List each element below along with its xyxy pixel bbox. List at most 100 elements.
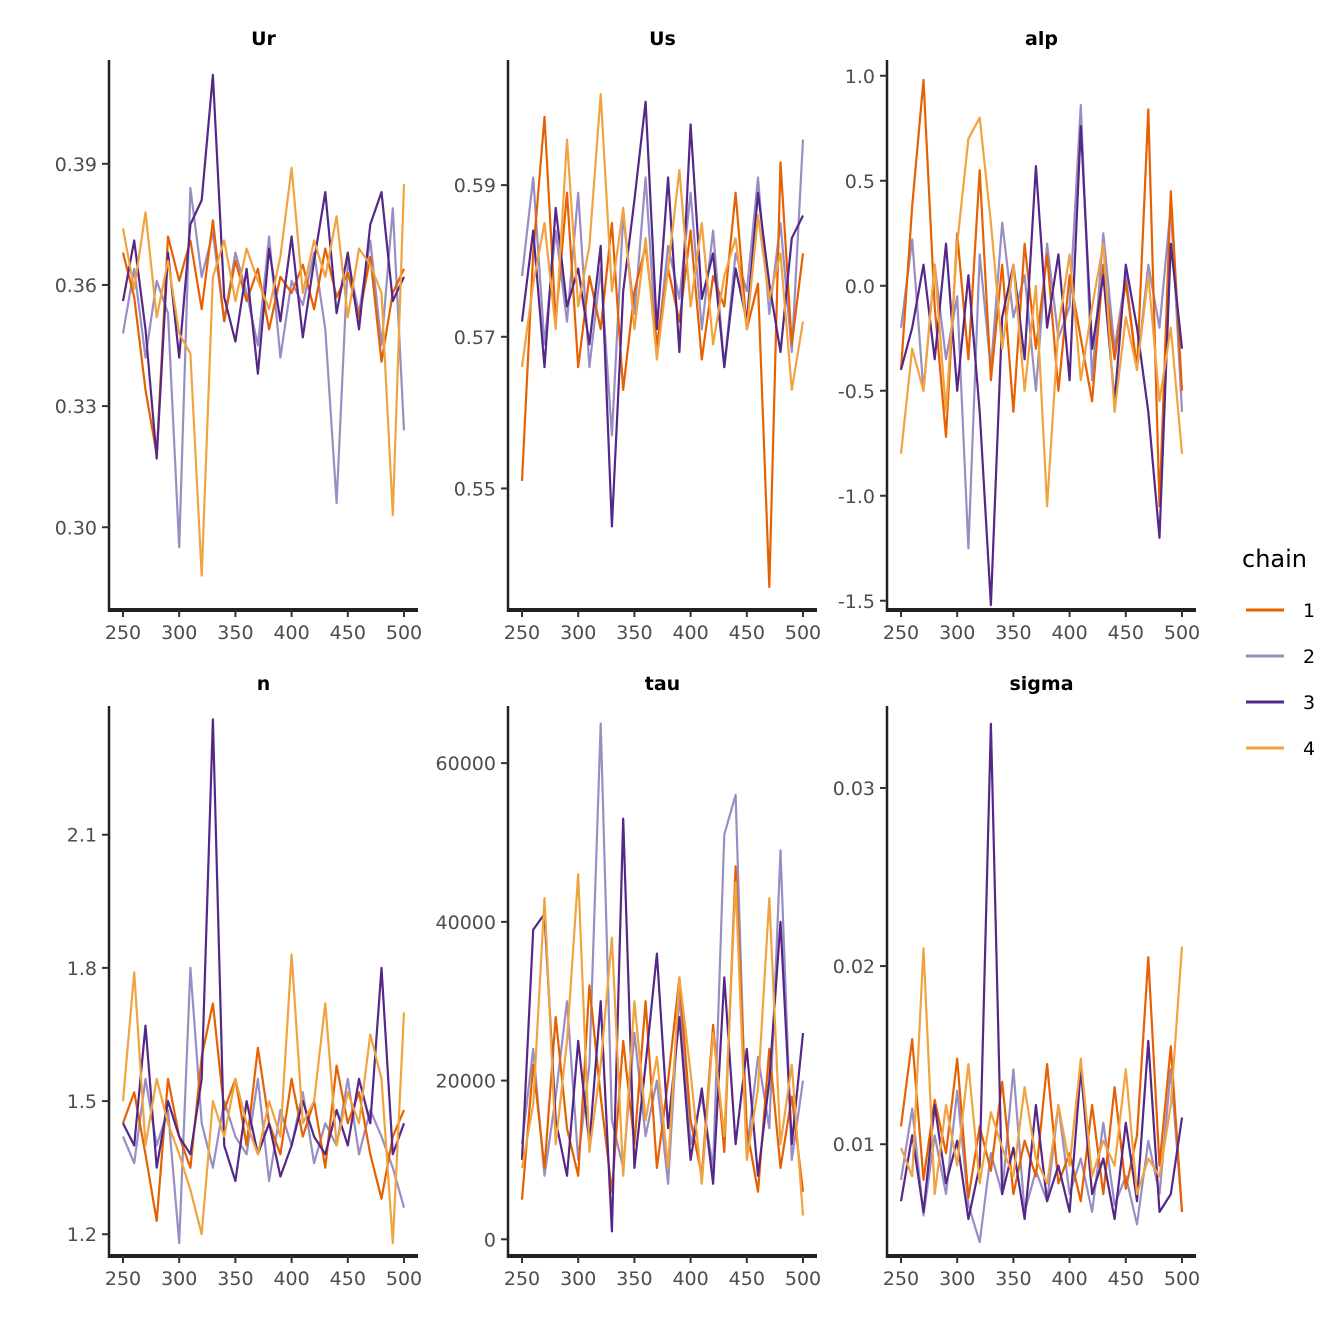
x-tick-label: 300 <box>560 622 596 644</box>
series-line-chain-1 <box>899 956 1184 1212</box>
x-tick-label: 500 <box>1164 622 1200 644</box>
x-tick-label: 500 <box>1164 1268 1200 1290</box>
x-tick-label: 450 <box>330 1268 366 1290</box>
y-tick-label: 2.1 <box>67 825 97 847</box>
series-group <box>520 722 805 1233</box>
series-line-chain-1 <box>121 219 405 456</box>
x-tick-label: 400 <box>672 622 708 644</box>
panel-Ur: Ur 250 300 350 400 450 500 0.30 0.33 0.36 0.39 <box>55 28 422 644</box>
y-tick-label: 0.36 <box>55 275 97 297</box>
x-tick-label: 300 <box>939 1268 975 1290</box>
x-tick-label: 450 <box>330 622 366 644</box>
series-line-chain-4 <box>520 92 805 391</box>
legend-entries: 1 2 3 4 <box>1246 600 1315 760</box>
legend-label: 1 <box>1303 600 1315 622</box>
x-tick-label: 250 <box>883 1268 919 1290</box>
x-tick-label: 350 <box>616 1268 652 1290</box>
x-tick-label: 500 <box>386 622 422 644</box>
series-line-chain-3 <box>899 124 1184 607</box>
series-line-chain-1 <box>520 865 805 1200</box>
x-tick-label: 400 <box>672 1268 708 1290</box>
series-line-chain-4 <box>121 166 406 577</box>
y-tick-label: -0.5 <box>838 381 875 403</box>
series-line-chain-3 <box>899 722 1184 1221</box>
x-tick-label: 450 <box>1108 1268 1144 1290</box>
series-line-chain-4 <box>121 953 406 1245</box>
series-line-chain-4 <box>520 873 805 1216</box>
x-tick-label: 400 <box>273 1268 309 1290</box>
panel-title: Us <box>649 28 676 50</box>
y-tick-label: 1.2 <box>67 1224 97 1246</box>
series-line-chain-3 <box>520 817 805 1233</box>
panel-tau: tau 250 300 350 400 450 500 0 20000 40000 60000 <box>436 673 822 1290</box>
y-tick-label: 0.57 <box>454 327 496 349</box>
x-tick-label: 350 <box>217 1268 253 1290</box>
x-tick-label: 300 <box>939 622 975 644</box>
series-group <box>899 78 1184 607</box>
y-tick-label: 0 <box>484 1229 496 1251</box>
series-line-chain-3 <box>121 73 405 460</box>
panel-title: tau <box>645 673 680 695</box>
x-tick-label: 400 <box>1051 622 1087 644</box>
x-tick-label: 500 <box>785 1268 821 1290</box>
x-tick-label: 350 <box>217 622 253 644</box>
y-tick-label: 0.30 <box>55 517 97 539</box>
y-tick-label: 0.5 <box>845 171 875 193</box>
panel-title: Ur <box>251 28 276 50</box>
y-tick-label: 0.39 <box>55 154 97 176</box>
series-group <box>520 92 805 589</box>
x-tick-label: 450 <box>729 1268 765 1290</box>
x-tick-label: 450 <box>729 622 765 644</box>
panel-alp: alp 250 300 350 400 450 500 -1.5 -1.0 -0.5 0.0 0.5 1… <box>838 28 1200 644</box>
series-line-chain-1 <box>121 1002 406 1223</box>
x-tick-label: 450 <box>1108 622 1144 644</box>
panel-n: n 250 300 350 400 450 500 1.2 1.5 1.8 2.1 <box>67 673 422 1290</box>
series-line-chain-3 <box>520 100 804 528</box>
x-tick-label: 250 <box>504 1268 540 1290</box>
panel-title: sigma <box>1009 673 1073 695</box>
legend-label: 3 <box>1303 692 1315 714</box>
series-line-chain-1 <box>899 78 1184 508</box>
panel-title: n <box>257 673 271 695</box>
y-tick-label: 0.33 <box>55 396 97 418</box>
series-group <box>899 722 1184 1244</box>
series-line-chain-4 <box>899 116 1184 508</box>
series-line-chain-3 <box>122 718 406 1183</box>
x-tick-label: 300 <box>161 1268 197 1290</box>
y-tick-label: 1.0 <box>845 66 875 88</box>
x-tick-label: 250 <box>105 622 141 644</box>
series-line-chain-2 <box>121 186 406 549</box>
panel-sigma: sigma 250 300 350 400 450 500 0.01 0.02 0.03 <box>833 673 1200 1290</box>
legend-item-chain-2: 2 <box>1246 646 1315 668</box>
x-tick-label: 350 <box>616 622 652 644</box>
y-tick-label: -1.5 <box>838 591 875 613</box>
y-tick-label: 0.0 <box>845 276 875 298</box>
series-group <box>121 73 406 577</box>
y-tick-label: 40000 <box>436 912 496 934</box>
legend-item-chain-3: 3 <box>1246 692 1315 714</box>
x-tick-label: 350 <box>995 1268 1031 1290</box>
legend: chain 1 2 3 4 <box>1242 545 1315 760</box>
y-tick-label: 20000 <box>436 1071 496 1093</box>
y-tick-label: 0.03 <box>833 778 875 800</box>
y-tick-label: 1.5 <box>67 1091 97 1113</box>
x-tick-label: 500 <box>785 622 821 644</box>
y-tick-label: 0.01 <box>833 1134 875 1156</box>
legend-item-chain-4: 4 <box>1246 738 1315 760</box>
series-group <box>121 718 406 1245</box>
y-tick-label: 0.55 <box>454 478 496 500</box>
y-tick-label: 0.59 <box>454 175 496 197</box>
x-tick-label: 300 <box>560 1268 596 1290</box>
series-line-chain-4 <box>899 946 1184 1196</box>
x-tick-label: 250 <box>105 1268 141 1290</box>
legend-item-chain-1: 1 <box>1246 600 1315 622</box>
facet-panels: Ur 250 300 350 400 450 500 0.30 0.33 0.36 0.39 Us 25… <box>55 28 1200 1290</box>
y-tick-label: 0.02 <box>833 956 875 978</box>
y-tick-label: 1.8 <box>67 958 97 980</box>
y-tick-label: 60000 <box>436 753 496 775</box>
x-tick-label: 400 <box>1051 1268 1087 1290</box>
x-tick-label: 300 <box>161 622 197 644</box>
legend-label: 2 <box>1303 646 1315 668</box>
panel-Us: Us 250 300 350 400 450 500 0.55 0.57 0.59 <box>454 28 821 644</box>
